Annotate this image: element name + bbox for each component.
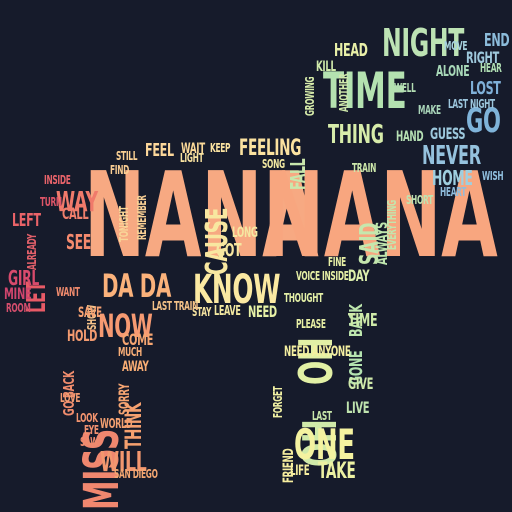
word-wish: WISH: [482, 169, 504, 183]
word-still: STILL: [116, 149, 138, 163]
word-never: NEVER: [422, 141, 481, 171]
word-away: AWAY: [122, 359, 149, 375]
word-save: SAVE: [78, 305, 102, 321]
word-nana: NANA: [84, 146, 319, 284]
word-tonight: TONIGHT: [117, 206, 131, 242]
word-voice-inside: VOICE INSIDE: [296, 269, 349, 283]
word-hand: HAND: [396, 129, 424, 145]
word-world: WORLD: [100, 417, 133, 432]
word-sorry: SORRY: [117, 383, 133, 415]
word-please: PLEASE: [296, 317, 326, 331]
word-kill: KILL: [316, 59, 336, 75]
word-day: DAY: [348, 266, 370, 285]
word-take: TAKE: [318, 459, 356, 484]
word-everything: EVERYTHING: [385, 200, 399, 250]
word-well: WELL: [394, 81, 416, 95]
word-call: CALL: [62, 204, 89, 223]
word-room: ROOM: [6, 301, 31, 315]
word-need-anyone: NEED ANYONE: [284, 344, 351, 360]
word-now: NOW: [98, 307, 153, 345]
word-eye: EYE: [84, 423, 99, 437]
word-look: LOOK: [76, 411, 98, 425]
word-fine: FINE: [328, 255, 346, 269]
word-need: NEED: [248, 302, 277, 321]
word-train: TRAIN: [352, 161, 377, 175]
word-make: MAKE: [418, 103, 441, 117]
word-give: GIVE: [348, 374, 374, 393]
word-way: WAY: [56, 185, 98, 218]
word-left: LEFT: [12, 210, 41, 231]
word-thing: THING: [328, 120, 384, 150]
word-head: HEAD: [334, 40, 368, 61]
word-stay: STAY: [192, 305, 212, 319]
word-right: RIGHT: [466, 48, 499, 67]
word-wait: WAIT: [181, 141, 205, 157]
word-already: ALREADY: [25, 234, 39, 270]
word-heart: HEART: [440, 185, 466, 199]
word-see: SEE: [66, 230, 91, 254]
word-find: FIND: [110, 163, 130, 177]
word-inside: INSIDE: [44, 173, 71, 187]
word-girl: GIRL: [8, 266, 40, 290]
word-da-da: DA DA: [102, 267, 172, 305]
word-got: GOT: [216, 240, 242, 261]
word-want: WANT: [56, 285, 80, 299]
word-thought: THOUGHT: [284, 291, 323, 305]
word-growing: GROWING: [303, 76, 317, 116]
word-last-night: LAST NIGHT: [448, 97, 495, 111]
word-move: MOVE: [444, 39, 468, 53]
word-long: LONG: [232, 225, 258, 241]
word-forget: FORGET: [271, 386, 285, 418]
word-live: LIVE: [346, 398, 370, 417]
word-another: ANOTHER: [337, 73, 351, 112]
word-home: HOME: [432, 166, 473, 190]
word-song: SONG: [262, 157, 285, 171]
word-san-diego: SAN DIEGO: [114, 467, 158, 481]
word-much: MUCH: [118, 345, 142, 359]
word-feeling: FEELING: [239, 136, 302, 161]
word-go: GO: [466, 101, 501, 141]
word-lost: LOST: [470, 78, 501, 99]
word-guess: GUESS: [430, 124, 466, 143]
word-life: LIFE: [290, 463, 310, 479]
word-leave: LEAVE: [214, 304, 241, 319]
word-end: END: [484, 30, 510, 51]
word-will: WILL: [100, 445, 147, 478]
word-last-train: LAST TRAIN: [152, 299, 198, 313]
word-short: SHORT: [406, 193, 433, 207]
word-know: KNOW: [193, 267, 281, 313]
word-night: NIGHT: [382, 21, 465, 65]
word-hold: HOLD: [67, 326, 98, 345]
word-hear: HEAR: [480, 61, 502, 75]
word-time: TIME: [323, 62, 407, 120]
word-come: COME: [122, 330, 154, 349]
word-feel: FEEL: [145, 140, 174, 161]
word-alone: ALONE: [436, 62, 470, 80]
word-keep: KEEP: [210, 141, 231, 155]
word-saw: SAW: [80, 435, 99, 449]
word-turn: TURN: [40, 195, 62, 209]
word-light: LIGHT: [180, 151, 204, 165]
word-nana: NANA: [263, 146, 498, 284]
word-last: LAST: [312, 409, 332, 423]
word-one: ONE: [294, 420, 355, 469]
word-fall: FALL: [286, 158, 310, 190]
word-mine: MINE: [4, 284, 32, 303]
word-remember: REMEMBER: [135, 195, 149, 240]
word-love: LOVE: [60, 391, 81, 405]
word-time: TIME: [348, 310, 378, 331]
